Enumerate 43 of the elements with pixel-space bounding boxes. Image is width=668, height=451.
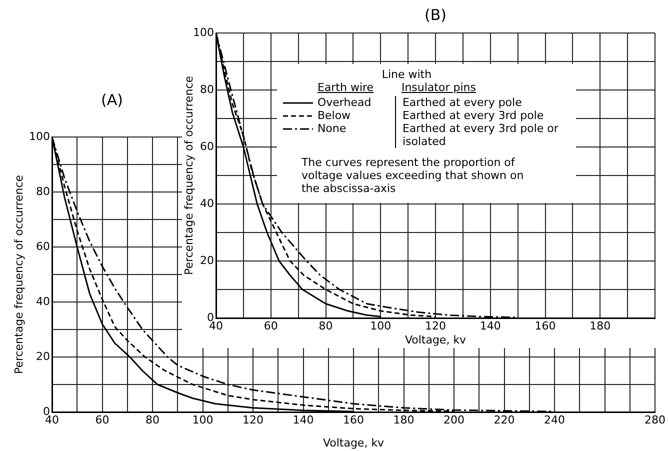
y-tick-label: 40 — [36, 294, 50, 308]
legend-label: Below — [317, 109, 351, 122]
x-tick-label: 80 — [318, 319, 333, 332]
x-tick-label: 200 — [444, 413, 464, 426]
chart-title: (A) — [101, 90, 123, 109]
x-tick-label: 120 — [242, 413, 264, 426]
x-tick-label: 180 — [393, 413, 414, 426]
y-tick-label: 60 — [200, 140, 214, 153]
x-tick-label: 280 — [644, 413, 666, 426]
annotation: Insulator pins — [400, 81, 477, 94]
x-tick-label: 60 — [264, 319, 278, 332]
legend-label: Overhead — [317, 96, 372, 110]
y-tick-label: 40 — [200, 196, 214, 210]
x-tick-label: 100 — [370, 319, 392, 332]
annotation: Earthed at every 3rd pole — [402, 109, 545, 122]
x-tick-label: 180 — [590, 319, 611, 332]
x-axis-title: Voltage, kv — [322, 436, 385, 450]
y-tick-label: 80 — [200, 82, 214, 96]
x-tick-label: 140 — [480, 319, 501, 332]
y-tick-label: 20 — [200, 254, 214, 267]
x-axis-title: Voltage, kv — [404, 333, 467, 346]
annotation: The curves represent the proportion of voltage values exceeding that shown on the abscissa-axis — [300, 156, 525, 196]
y-tick-label: 60 — [36, 240, 50, 253]
x-tick-label: 120 — [425, 319, 446, 332]
x-tick-label: 140 — [292, 413, 314, 426]
annotation: Earthed at every pole — [402, 96, 523, 110]
legend-title: Line with — [380, 68, 433, 82]
x-tick-label: 160 — [343, 413, 364, 426]
chart-title: (B) — [424, 6, 446, 24]
x-tick-label: 160 — [534, 319, 556, 332]
y-tick-label: 100 — [29, 130, 50, 143]
y-tick-label: 100 — [193, 26, 214, 39]
x-tick-label: 80 — [146, 413, 160, 426]
y-axis-title: Percentage frequency of occurrence — [12, 174, 26, 374]
y-tick-label: 80 — [36, 184, 50, 198]
x-tick-label: 240 — [544, 413, 565, 426]
annotation: Earthed at every 3rd pole or isolated — [402, 122, 560, 148]
y-axis-title: Percentage frequency of occurrence — [182, 76, 196, 276]
legend-label: None — [317, 122, 346, 136]
x-tick-label: 60 — [95, 413, 110, 426]
y-tick-label: 20 — [36, 350, 50, 363]
x-tick-label: 220 — [494, 413, 515, 426]
annotation: Earth wire — [316, 81, 375, 94]
